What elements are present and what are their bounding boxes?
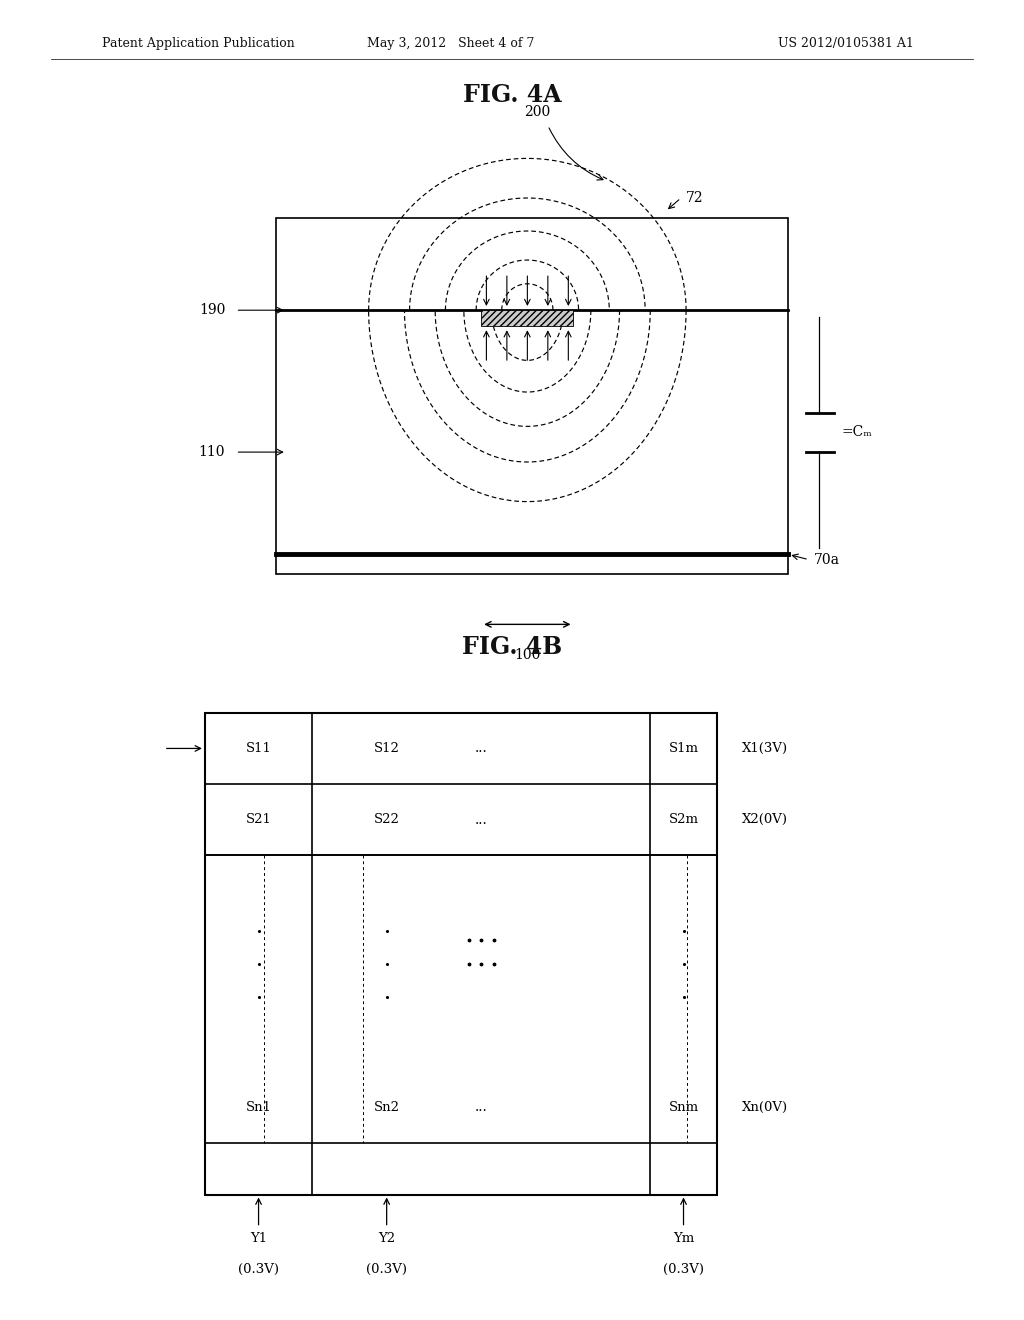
Text: X1(3V): X1(3V) [742,742,788,755]
Text: 190: 190 [199,304,225,317]
Text: FIG. 4A: FIG. 4A [463,83,561,107]
Text: S2m: S2m [669,813,698,826]
Text: Sn2: Sn2 [374,1101,399,1114]
Text: 110: 110 [199,445,225,459]
Text: (0.3V): (0.3V) [367,1263,408,1276]
Text: ...: ... [475,813,487,826]
Text: S1m: S1m [669,742,698,755]
Text: Ym: Ym [673,1232,694,1245]
Text: =Cₘ: =Cₘ [842,425,872,440]
Text: Sn1: Sn1 [246,1101,271,1114]
Text: ...: ... [475,1101,487,1114]
Text: ...: ... [475,742,487,755]
Text: May 3, 2012   Sheet 4 of 7: May 3, 2012 Sheet 4 of 7 [367,37,535,50]
Text: 100: 100 [514,648,541,663]
Bar [205,713,717,1195]
Text: 200: 200 [524,104,551,119]
Text: 72: 72 [686,191,703,205]
Text: 70a: 70a [814,553,840,566]
Text: X2(0V): X2(0V) [742,813,788,826]
Text: (0.3V): (0.3V) [663,1263,705,1276]
Text: S12: S12 [374,742,399,755]
Bar [481,310,573,326]
Text: US 2012/0105381 A1: US 2012/0105381 A1 [778,37,914,50]
Text: S11: S11 [246,742,271,755]
Text: Y2: Y2 [378,1232,395,1245]
Text: Snm: Snm [669,1101,698,1114]
Text: FIG. 4B: FIG. 4B [462,635,562,659]
Text: S21: S21 [246,813,271,826]
Text: Patent Application Publication: Patent Application Publication [102,37,295,50]
Text: S22: S22 [374,813,399,826]
Text: Y1: Y1 [250,1232,267,1245]
Text: (0.3V): (0.3V) [238,1263,280,1276]
Text: Xn(0V): Xn(0V) [742,1101,788,1114]
Bar [276,218,788,574]
